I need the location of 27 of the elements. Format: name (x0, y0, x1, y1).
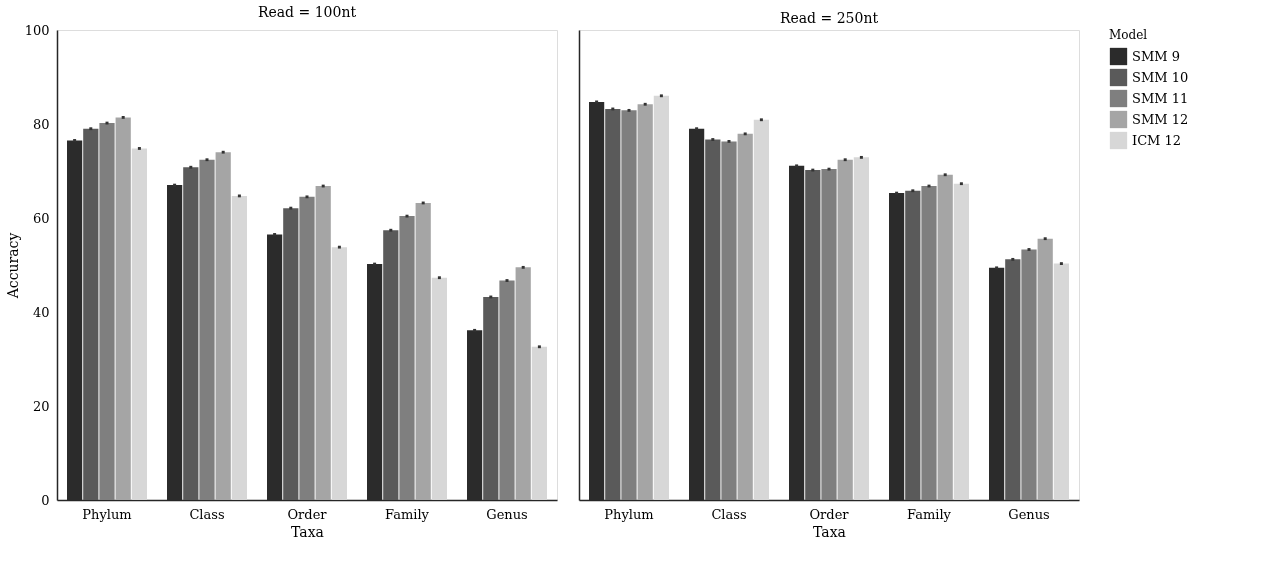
x-tick-label: Phylum (604, 506, 654, 522)
chart-title: Read = 250nt (779, 10, 879, 26)
x-tick-label: Class (711, 506, 747, 522)
chart-title: Read = 100nt (257, 4, 357, 20)
x-axis-title: Taxa (813, 523, 846, 540)
x-tick-label: Family (907, 506, 952, 522)
y-tick-label: 20 (32, 398, 50, 414)
legend-label: SMM 11 (1132, 90, 1189, 106)
y-tick-label: 40 (32, 304, 50, 320)
x-tick-label: Order (287, 506, 328, 522)
y-tick-label: 0 (41, 492, 50, 508)
legend-title: Model (1109, 28, 1148, 42)
legend-label: SMM 9 (1132, 48, 1180, 64)
x-tick-label: Genus (486, 506, 528, 522)
y-tick-label: 80 (32, 116, 50, 132)
legend-label: ICM 12 (1132, 132, 1182, 148)
x-axis-title: Taxa (291, 523, 324, 540)
x-tick-label: Phylum (82, 506, 132, 522)
y-tick-label: 60 (32, 210, 50, 226)
y-tick-label: 100 (24, 22, 50, 38)
legend-label: SMM 12 (1132, 111, 1189, 127)
x-tick-label: Genus (1008, 506, 1050, 522)
x-tick-label: Class (189, 506, 225, 522)
x-tick-label: Order (809, 506, 850, 522)
x-tick-label: Family (385, 506, 430, 522)
y-axis-title: Accuracy (4, 232, 21, 300)
legend-label: SMM 10 (1132, 69, 1189, 85)
